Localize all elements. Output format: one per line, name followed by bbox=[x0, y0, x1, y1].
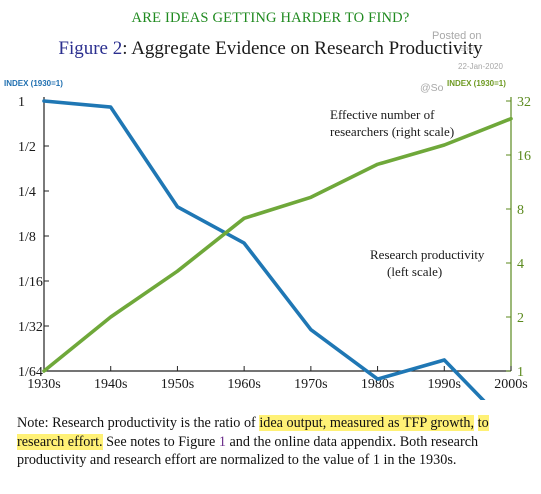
research-productivity-scale-label: (left scale) bbox=[387, 264, 442, 279]
note: Note: Research productivity is the ratio… bbox=[17, 414, 537, 470]
right-axis-tick-label: 1 bbox=[517, 365, 524, 380]
researchers-line bbox=[42, 116, 513, 373]
x-axis-tick-label: 1990s bbox=[428, 377, 461, 392]
watermark-date: 22-Jan-2020 bbox=[458, 62, 503, 71]
left-axis-tick-label: 1 bbox=[18, 95, 25, 110]
left-axis-tick-label: 1/16 bbox=[18, 275, 43, 290]
chart: 1 1/2 1/4 1/8 1/16 1/32 1/64 1 2 4 8 16 32 1930s 1940s… bbox=[18, 95, 531, 400]
research-productivity-line bbox=[42, 99, 486, 400]
left-axis-tick-label: 1/32 bbox=[18, 320, 43, 335]
right-axis-tick-label: 8 bbox=[517, 203, 524, 218]
right-axis-tick-label: 4 bbox=[517, 257, 524, 272]
left-axis-tick-label: 1/64 bbox=[18, 365, 43, 380]
figure-title: Figure 2: Aggregate Evidence on Research… bbox=[0, 38, 541, 60]
note-text-1: Note: Research productivity is the ratio… bbox=[17, 415, 260, 431]
left-axis-tick-label: 1/4 bbox=[18, 185, 36, 200]
x-axis-tick-label: 2000s bbox=[494, 377, 527, 392]
note-text-3: See notes to Figure bbox=[102, 433, 219, 450]
right-axis-tick-label: 2 bbox=[517, 311, 524, 326]
researchers-scale-label: researchers (right scale) bbox=[330, 124, 454, 139]
x-axis-tick-label: 1960s bbox=[227, 377, 260, 392]
researchers-label: Effective number of bbox=[330, 107, 435, 122]
figure-ref-link[interactable]: 1 bbox=[218, 433, 226, 450]
watermark-handle: @So bbox=[420, 82, 444, 94]
right-axis-tick-label: 32 bbox=[517, 95, 531, 110]
watermark-posted: Posted on bbox=[432, 30, 482, 42]
left-axis-header: INDEX (1930=1) bbox=[4, 79, 63, 88]
x-axis-tick-label: 1940s bbox=[94, 377, 127, 392]
note-text-4: and the online data appendix. Both resea… bbox=[17, 433, 479, 469]
right-axis-header: INDEX (1930=1) bbox=[447, 79, 506, 88]
figure-title-text: : Aggregate Evidence on Research Product… bbox=[122, 38, 483, 59]
x-axis-tick-label: 1980s bbox=[361, 377, 394, 392]
x-axis-tick-label: 1930s bbox=[27, 377, 60, 392]
left-axis-tick-label: 1/2 bbox=[18, 140, 36, 155]
note-highlight-1: idea output, measured as TFP growth, bbox=[259, 415, 475, 431]
figure-label[interactable]: Figure 2 bbox=[58, 38, 123, 59]
research-productivity-label: Research productivity bbox=[370, 247, 485, 262]
x-axis-tick-label: 1950s bbox=[161, 377, 194, 392]
x-axis-tick-label: 1970s bbox=[294, 377, 327, 392]
watermark-shot: Shot bbox=[460, 46, 475, 53]
left-axis-tick-label: 1/8 bbox=[18, 230, 36, 245]
header-title: ARE IDEAS GETTING HARDER TO FIND? bbox=[131, 10, 410, 26]
right-axis-tick-label: 16 bbox=[517, 149, 531, 164]
